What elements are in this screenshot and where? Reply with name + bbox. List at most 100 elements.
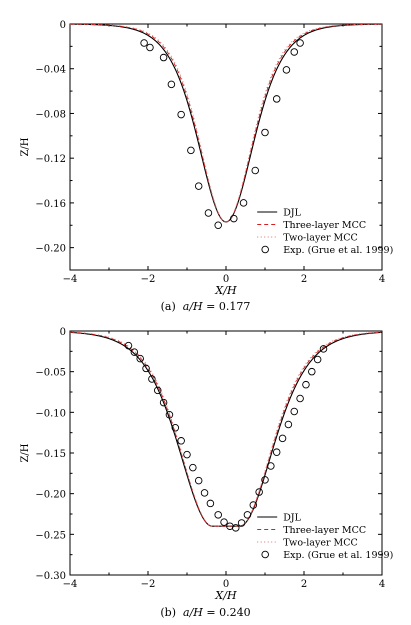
exp-data-point [194,182,203,190]
legend-label: DJL [283,208,301,219]
exp-data-point [313,355,322,364]
x-tick-label: −4 [63,274,78,285]
exp-data-point [194,476,203,485]
chart-panel-b: 0 −0.05 −0.10 −0.15 −0.20 −0.25 −0.30 −4 −2 0 2 4 X/… [0,318,411,625]
exp-data-point [278,434,287,443]
exp-data-point [284,420,293,429]
caption-b: (b) a/H = 0.240 [0,606,411,619]
exp-data-point [220,518,228,526]
exp-data-point [167,80,176,89]
x-tick-label: 2 [301,579,307,590]
chart-panel-a: 0 −0.04 −0.08 −0.12 −0.16 −0.20 −4 −2 0 2 4 X/H Z/H D… [0,20,411,313]
series-line-three-layer-mcc [70,331,382,527]
exp-data-point [290,48,299,56]
x-tick-label: 2 [301,274,307,285]
y-tick-label: −0.08 [35,109,66,120]
y-tick-label: −0.05 [35,368,66,379]
exp-data-point [146,43,154,52]
y-tick-label: −0.10 [35,408,66,419]
y-axis-label: Z/H [20,443,31,462]
legend-label: Exp. (Grue et al. 1999) [283,550,393,561]
y-tick-label: −0.20 [35,244,66,255]
exp-data-point [255,488,263,496]
exp-data-point [302,380,310,389]
x-axis-label: X/H [214,589,237,602]
y-tick-label: −0.04 [35,65,66,76]
exp-data-point [189,463,197,472]
exp-data-point [130,348,139,356]
exp-data-point [136,354,144,363]
exp-data-point [204,209,213,217]
x-tick-label: −2 [141,579,156,590]
exp-data-point [159,53,168,62]
y-tick-label: −0.12 [35,154,66,165]
legend-marker [261,245,269,254]
exp-data-point [272,95,281,103]
exp-data-point [308,367,316,376]
x-tick-label: 0 [223,274,229,285]
exp-data-point [124,341,133,350]
exp-data-point [319,345,328,353]
chart-b-svg: 0 −0.05 −0.10 −0.15 −0.20 −0.25 −0.30−4 −2 0 2 4 X/… [20,327,393,602]
chart-a-svg: 0 −0.04 −0.08 −0.12 −0.16 −0.20 −4 −2 0 2 4 X/H Z/H D… [20,20,393,297]
exp-data-point [296,39,304,47]
caption-a-value: = 0.177 [206,300,251,313]
exp-data-point [177,437,185,445]
exp-data-point [272,448,281,456]
x-tick-label: 4 [379,274,385,285]
exp-data-point [142,364,150,373]
exp-data-point [159,398,168,407]
caption-b-var: a/H [183,606,203,619]
y-tick-label: 0 [60,20,66,31]
exp-data-point [296,394,304,403]
exp-data-point [230,214,238,223]
series-line-three-layer-mcc [70,24,382,223]
exp-data-point [290,407,299,416]
exp-data-point [200,489,209,497]
legend-label: DJL [283,513,301,524]
y-axis-label: Z/H [20,137,31,156]
y-tick-label: 0 [60,327,66,338]
series-line-djl [70,331,382,527]
caption-a-prefix: (a) [160,300,176,313]
legend-label: Three-layer MCC [283,525,366,536]
exp-data-point [243,511,252,519]
y-tick-label: −0.20 [35,490,66,501]
caption-b-prefix: (b) [160,606,177,619]
exp-data-point [261,476,269,484]
x-tick-label: 4 [379,579,385,590]
x-axis-label: X/H [214,284,237,297]
exp-data-point [206,499,215,508]
legend-label: Exp. (Grue et al. 1999) [283,245,393,256]
y-tick-label: −0.15 [35,449,66,460]
x-tick-label: −4 [63,579,78,590]
exp-data-point [148,375,156,383]
legend-label: Two-layer MCC [283,538,358,549]
exp-data-point [165,411,174,419]
exp-data-point [140,39,148,47]
exp-data-point [183,450,191,459]
exp-data-point [231,524,240,532]
exp-data-point [171,424,180,432]
y-tick-label: −0.16 [35,199,66,210]
legend-marker [261,550,269,559]
caption-a: (a) a/H = 0.177 [0,300,411,313]
exp-data-point [237,519,246,527]
exp-data-point [153,386,162,395]
y-tick-label: −0.30 [35,571,66,582]
exp-data-point [267,462,275,470]
series-line-two-layer-mcc [70,331,382,527]
x-tick-label: −2 [141,274,156,285]
exp-data-point [214,221,222,230]
caption-a-var: a/H [182,300,203,313]
legend-label: Three-layer MCC [283,220,366,231]
x-tick-label: 0 [223,579,229,590]
legend-label: Two-layer MCC [283,233,358,244]
caption-b-value: = 0.240 [206,606,251,619]
y-tick-label: −0.25 [35,530,66,541]
exp-data-point [249,501,258,509]
exp-data-point [187,146,195,155]
exp-data-point [282,66,291,74]
exp-data-point [261,128,269,137]
exp-data-point [177,110,185,119]
